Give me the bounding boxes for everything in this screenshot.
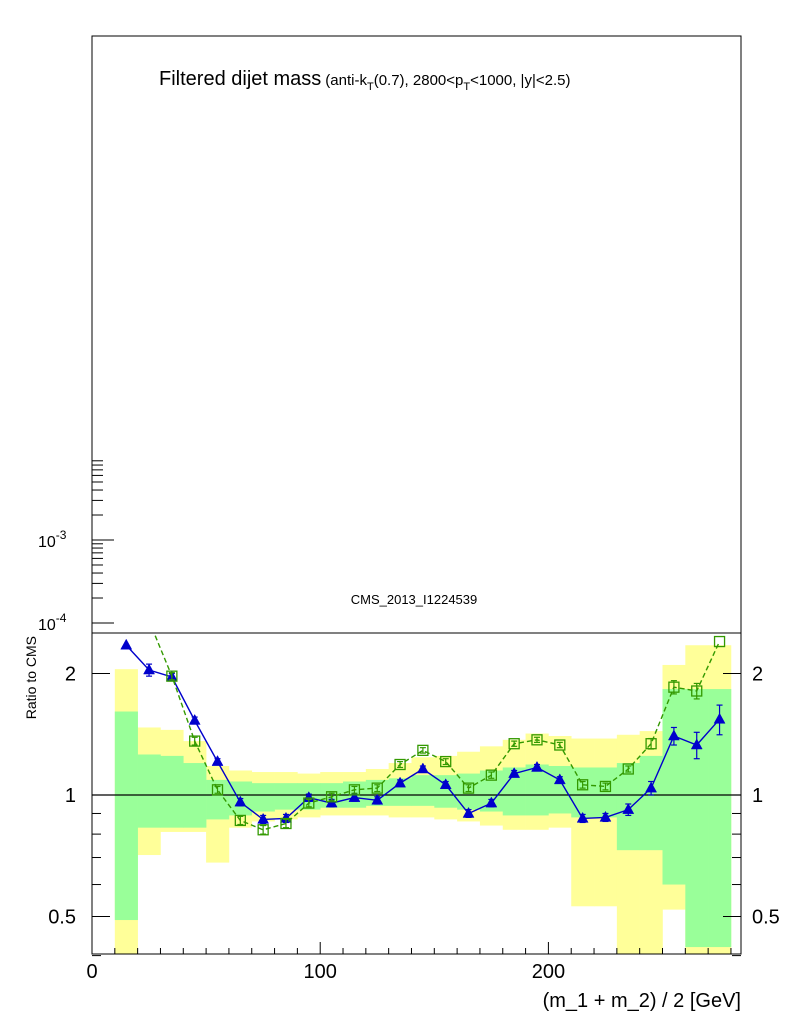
series-0-point-20 bbox=[576, 811, 589, 823]
series-1-point-19 bbox=[576, 779, 589, 791]
series-0-point-21 bbox=[599, 810, 612, 822]
band-inner-bin-7 bbox=[274, 783, 298, 810]
series-1-point-1 bbox=[166, 670, 178, 682]
band-inner-bin-25 bbox=[685, 689, 709, 948]
series-0-point-0 bbox=[120, 638, 133, 650]
band-inner-bin-19 bbox=[548, 765, 572, 814]
series-layer bbox=[120, 616, 726, 836]
ytick-label-right-1: 1 bbox=[752, 785, 763, 807]
xtick-label-1: 100 bbox=[304, 961, 337, 983]
x-axis-title: (m_1 + m_2) / 2 [GeV] bbox=[543, 990, 741, 1012]
series-0-point-10 bbox=[348, 791, 361, 802]
series-0-point-22 bbox=[622, 803, 635, 814]
plot-title: Filtered dijet mass (anti-kT(0.7), 2800<p… bbox=[159, 68, 570, 93]
y-axis-title: Ratio to CMS bbox=[23, 636, 39, 719]
band-inner-bin-26 bbox=[708, 689, 732, 948]
series-0-point-19 bbox=[553, 773, 566, 785]
series-1-point-12 bbox=[417, 744, 429, 757]
series-1-point-22 bbox=[645, 738, 657, 750]
ratio-panel-tick-labels: 0.5 0.5 1 1 2 2 0 100 200 bbox=[48, 664, 780, 983]
ratio-panel-ticks bbox=[91, 673, 741, 957]
band-inner-bin-6 bbox=[251, 783, 275, 812]
upper-panel-frame bbox=[91, 35, 742, 634]
band-inner-bin-0 bbox=[114, 711, 138, 921]
band-inner-bin-21 bbox=[594, 767, 618, 818]
series-1-point-5 bbox=[257, 824, 269, 836]
band-inner-bin-24 bbox=[662, 689, 686, 885]
series-1-point-4 bbox=[234, 814, 246, 827]
ytick-label-right-2: 2 bbox=[752, 664, 763, 686]
series-0-point-3 bbox=[188, 713, 201, 725]
series-1-point-9 bbox=[348, 784, 361, 796]
series-1-point-10 bbox=[371, 782, 383, 794]
band-inner-bin-12 bbox=[388, 778, 412, 806]
series-1-line bbox=[153, 633, 721, 831]
band-inner-bin-20 bbox=[571, 767, 595, 818]
band-inner-bin-17 bbox=[502, 767, 526, 816]
series-1-point-20 bbox=[599, 780, 612, 793]
series-1-point-24 bbox=[691, 685, 703, 697]
series-0-point-6 bbox=[257, 812, 270, 824]
band-inner-bin-4 bbox=[206, 779, 230, 820]
series-0-point-16 bbox=[485, 796, 498, 808]
series-0-point-1 bbox=[143, 663, 155, 675]
series-0-point-15 bbox=[462, 806, 475, 818]
series-0-point-5 bbox=[234, 795, 247, 807]
series-0-point-11 bbox=[371, 793, 384, 805]
series-0-point-13 bbox=[416, 762, 429, 774]
series-0-point-4 bbox=[211, 755, 224, 766]
band-inner-bin-14 bbox=[434, 775, 458, 808]
band-inner-bin-18 bbox=[525, 764, 549, 816]
series-1-point-14 bbox=[462, 782, 475, 794]
xtick-label-0: 0 bbox=[86, 961, 97, 983]
xtick-label-2: 200 bbox=[532, 961, 565, 983]
series-1-point-2 bbox=[189, 735, 201, 747]
band-inner-bin-2 bbox=[160, 755, 184, 828]
ytick-label-right-0: 0.5 bbox=[752, 906, 780, 928]
series-1-point-18 bbox=[554, 739, 566, 751]
series-1-point-23 bbox=[668, 681, 680, 693]
series-1-point-0 bbox=[144, 616, 154, 626]
ratio-panel-content bbox=[92, 616, 741, 954]
series-1-point-6 bbox=[280, 817, 292, 830]
series-0-point-14 bbox=[439, 778, 452, 790]
series-0-point-26 bbox=[713, 712, 726, 724]
band-inner-bin-1 bbox=[137, 754, 161, 828]
series-1-point-7 bbox=[303, 797, 315, 809]
series-0-point-18 bbox=[531, 760, 543, 772]
series-1-point-11 bbox=[394, 758, 406, 771]
series-1-point-15 bbox=[485, 769, 498, 781]
band-inner-bin-13 bbox=[411, 775, 435, 806]
band-inner-bin-23 bbox=[639, 755, 663, 851]
series-1-point-13 bbox=[440, 755, 452, 768]
series-0-point-24 bbox=[667, 729, 680, 741]
ratio-panel-frame bbox=[91, 632, 742, 955]
ytick-label-left-2: 2 bbox=[65, 664, 76, 686]
series-0-point-25 bbox=[690, 738, 703, 750]
series-1-point-8 bbox=[325, 791, 338, 803]
series-0-point-17 bbox=[508, 767, 521, 778]
series-1-point-17 bbox=[531, 734, 543, 746]
upper-ytick-label-1e-3: 10-3 bbox=[38, 528, 67, 551]
series-1-point-25 bbox=[713, 635, 726, 648]
series-1-point-3 bbox=[211, 784, 224, 796]
series-0-point-23 bbox=[645, 781, 658, 793]
ytick-label-left-0: 0.5 bbox=[48, 906, 76, 928]
analysis-tag: CMS_2013_I1224539 bbox=[351, 592, 478, 607]
upper-panel-ticks bbox=[92, 460, 114, 624]
series-1-point-16 bbox=[508, 738, 520, 750]
upper-ytick-label-1e-4: 10-4 bbox=[38, 611, 67, 634]
series-1-point-21 bbox=[622, 763, 634, 775]
series-0-point-12 bbox=[394, 776, 406, 788]
ytick-label-left-1: 1 bbox=[65, 785, 76, 807]
band-outer-bin-21 bbox=[594, 738, 618, 907]
